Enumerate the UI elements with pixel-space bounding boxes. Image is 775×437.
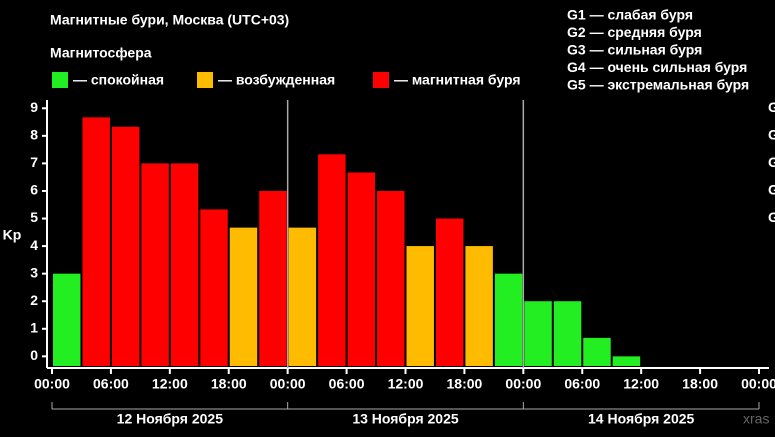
legend-label: — магнитная буря [394,72,521,88]
y2-tick-label: G3 [768,154,775,170]
y-tick-label: 3 [30,264,38,280]
y-axis-label: Kp [3,227,22,243]
chart-title: Магнитные бури, Москва (UTC+03) [50,12,289,28]
x-tick-label: 06:00 [93,376,129,392]
watermark: xras [743,411,769,427]
x-tick-label: 00:00 [34,376,70,392]
x-tick-label: 18:00 [682,376,718,392]
x-tick-label: 12:00 [388,376,424,392]
day-label: 14 Ноября 2025 [588,411,695,427]
chart-subtitle: Магнитосфера [50,45,152,61]
bar [170,163,199,366]
storm-level: G1 — слабая буря [567,7,693,23]
y-tick-label: 4 [30,237,38,253]
y2-tick-label: G5 [768,99,775,115]
bar [524,301,552,366]
bar [200,209,228,366]
y-tick-label: 9 [30,99,38,115]
x-tick-label: 00:00 [741,376,775,392]
bar [435,218,464,366]
bar [229,227,258,366]
y-tick-label: 5 [30,209,38,225]
x-tick-label: 06:00 [329,376,365,392]
y-tick-label: 8 [30,127,38,143]
storm-level: G5 — экстремальная буря [567,77,749,93]
y-tick-label: 6 [30,182,38,198]
y-tick-label: 2 [30,292,38,308]
bar [141,163,169,366]
x-tick-label: 00:00 [505,376,541,392]
y2-tick-label: G1 [768,209,775,225]
day-label: 12 Ноября 2025 [117,411,224,427]
x-tick-label: 00:00 [270,376,306,392]
bar [406,246,434,366]
storm-level: G4 — очень сильная буря [567,59,747,75]
legend-swatch [197,72,213,88]
bar [259,190,287,366]
x-tick-label: 12:00 [152,376,188,392]
legend-label: — спокойная [73,72,164,88]
legend-swatch [52,72,68,88]
bar [53,273,81,366]
bar [377,190,405,366]
bar [82,117,110,366]
storm-level: G3 — сильная буря [567,42,702,58]
y-tick-label: 7 [30,154,38,170]
y-tick-label: 0 [30,347,38,363]
legend-label: — возбужденная [218,72,335,88]
x-tick-label: 18:00 [211,376,247,392]
bar [347,172,376,366]
bar [288,227,317,366]
day-label: 13 Ноября 2025 [352,411,459,427]
storm-level: G2 — средняя буря [567,24,702,40]
y2-tick-label: G2 [768,182,775,198]
bar [494,273,523,366]
bar [318,154,346,366]
y-tick-label: 1 [30,319,38,335]
bar [111,126,140,366]
bar [612,356,641,366]
x-tick-label: 06:00 [564,376,600,392]
bar [465,246,493,366]
bar [553,301,582,366]
legend-swatch [373,72,389,88]
bar [583,337,611,366]
y2-tick-label: G4 [768,127,775,143]
x-tick-label: 12:00 [623,376,659,392]
x-tick-label: 18:00 [447,376,483,392]
